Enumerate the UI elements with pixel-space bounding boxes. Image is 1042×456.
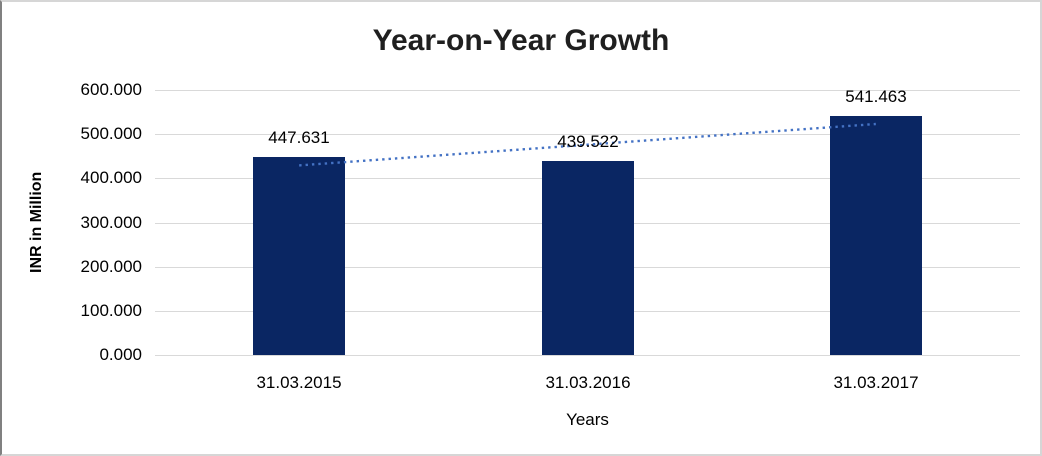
bar-data-label: 541.463 — [845, 87, 907, 106]
y-tick-label: 600.000 — [80, 80, 142, 99]
x-axis-title: Years — [566, 410, 609, 429]
y-tick-label: 400.000 — [80, 168, 142, 187]
gridline — [155, 355, 1020, 356]
bar-data-label: 439.522 — [557, 132, 619, 151]
chart-title: Year-on-Year Growth — [372, 24, 670, 57]
bar-data-label: 447.631 — [268, 128, 330, 147]
bar — [542, 161, 634, 355]
y-tick-label: 200.000 — [80, 257, 142, 276]
y-tick-label: 0.000 — [99, 345, 142, 364]
gridline — [155, 90, 1020, 91]
bar — [830, 116, 922, 355]
x-tick-label: 31.03.2016 — [545, 373, 631, 392]
y-tick-label: 500.000 — [80, 124, 142, 143]
bar — [253, 157, 345, 355]
x-tick-label: 31.03.2015 — [256, 373, 342, 392]
y-tick-label: 100.000 — [80, 301, 142, 320]
x-tick-label: 31.03.2017 — [833, 373, 919, 392]
y-tick-label: 300.000 — [80, 213, 142, 232]
